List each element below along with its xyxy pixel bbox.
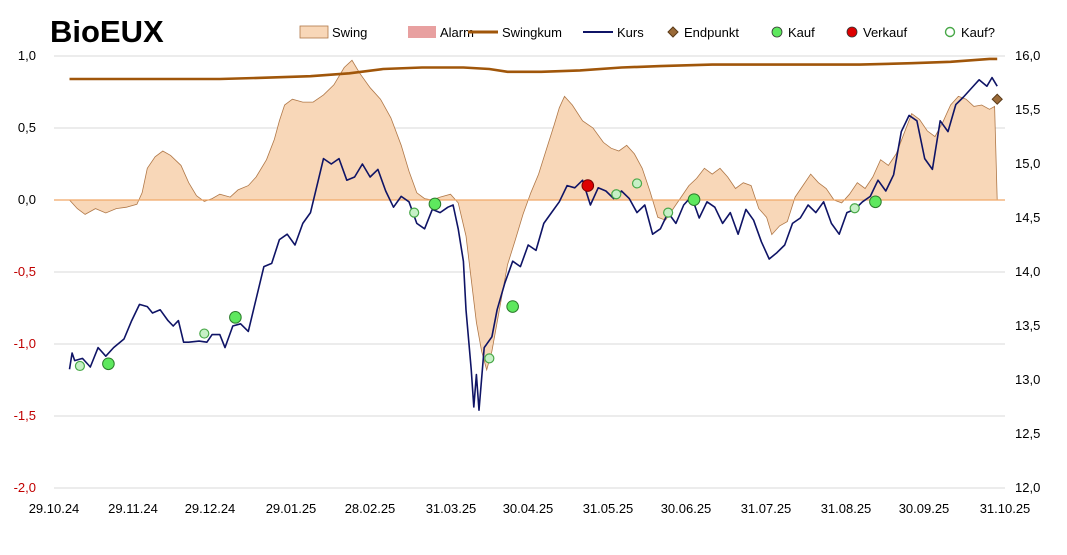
chart-title: BioEUX [50,14,164,49]
kauf-marker [869,195,882,209]
legend-label: Swingkum [502,25,562,40]
left-tick-label: -1,0 [14,336,36,351]
legend-label: Verkauf [863,25,907,40]
kauf-question-marker [611,189,622,200]
kauf-question-marker [199,328,210,339]
right-axis-ticks: 16,0 15,5 15,0 14,5 14,0 13,5 13,0 12,5 12,0 [1015,48,1040,495]
endpunkt-marker [991,93,1003,105]
legend-label: Endpunkt [684,25,739,40]
x-tick-label: 31.03.25 [426,501,477,516]
left-axis-ticks: 1,0 0,5 0,0 -0,5 -1,0 -1,5 -2,0 [14,48,36,495]
legend: Swing Alarm Swingkum Kurs Endpunkt Kauf Verkau… [299,25,995,40]
legend-label: Kauf [788,25,815,40]
left-tick-label: -1,5 [14,408,36,423]
x-tick-label: 31.07.25 [741,501,792,516]
kauf-question-marker [663,207,674,218]
right-tick-label: 14,5 [1015,210,1040,225]
verkauf-marker [581,179,595,192]
right-tick-label: 14,0 [1015,264,1040,279]
legend-label: Kauf? [961,25,995,40]
x-tick-label: 29.10.24 [29,501,80,516]
kurs-line [68,76,998,412]
x-tick-label: 30.09.25 [899,501,950,516]
x-tick-label: 30.06.25 [661,501,712,516]
kauf-question-marker [74,360,86,372]
swingkum-line [69,57,998,81]
left-tick-label: 0,0 [18,192,36,207]
kauf-question-marker [484,353,495,364]
x-tick-label: 29.12.24 [185,501,236,516]
legend-swatch [408,26,436,38]
trade-markers [74,93,1003,372]
left-tick-label: 0,5 [18,120,36,135]
kauf-marker [428,197,442,211]
series-lines [68,57,998,412]
gridlines [54,55,1005,489]
legend-swatch [299,25,329,39]
legend-swatch [944,26,956,38]
x-tick-label: 31.10.25 [980,501,1031,516]
kauf-marker [687,193,701,206]
kauf-question-marker [849,203,860,214]
x-tick-label: 30.04.25 [503,501,554,516]
left-tick-label: -2,0 [14,480,36,495]
kauf-marker [102,357,115,371]
x-axis-ticks: 29.10.24 29.11.24 29.12.24 29.01.25 28.02.25… [29,501,1031,516]
right-tick-label: 15,5 [1015,102,1040,117]
x-tick-label: 29.11.24 [108,501,158,516]
right-tick-label: 16,0 [1015,48,1040,63]
left-tick-label: 1,0 [18,48,36,63]
swing-area-path [68,59,998,372]
left-tick-label: -0,5 [14,264,36,279]
right-tick-label: 12,5 [1015,426,1040,441]
legend-label: Swing [332,25,367,40]
kauf-question-marker [409,207,420,218]
kauf-marker [506,300,519,313]
legend-label: Kurs [617,25,644,40]
kauf-question-marker [631,178,643,189]
swing-area [68,59,998,372]
legend-swatch [771,26,783,38]
right-tick-label: 13,5 [1015,318,1040,333]
right-tick-label: 13,0 [1015,372,1040,387]
x-tick-label: 31.08.25 [821,501,872,516]
right-tick-label: 15,0 [1015,156,1040,171]
x-tick-label: 29.01.25 [266,501,317,516]
legend-swatch [846,26,858,38]
legend-label: Alarm [440,25,474,40]
kauf-marker [229,311,242,324]
x-tick-label: 28.02.25 [345,501,396,516]
x-tick-label: 31.05.25 [583,501,634,516]
legend-swatch [667,26,679,38]
right-tick-label: 12,0 [1015,480,1040,495]
